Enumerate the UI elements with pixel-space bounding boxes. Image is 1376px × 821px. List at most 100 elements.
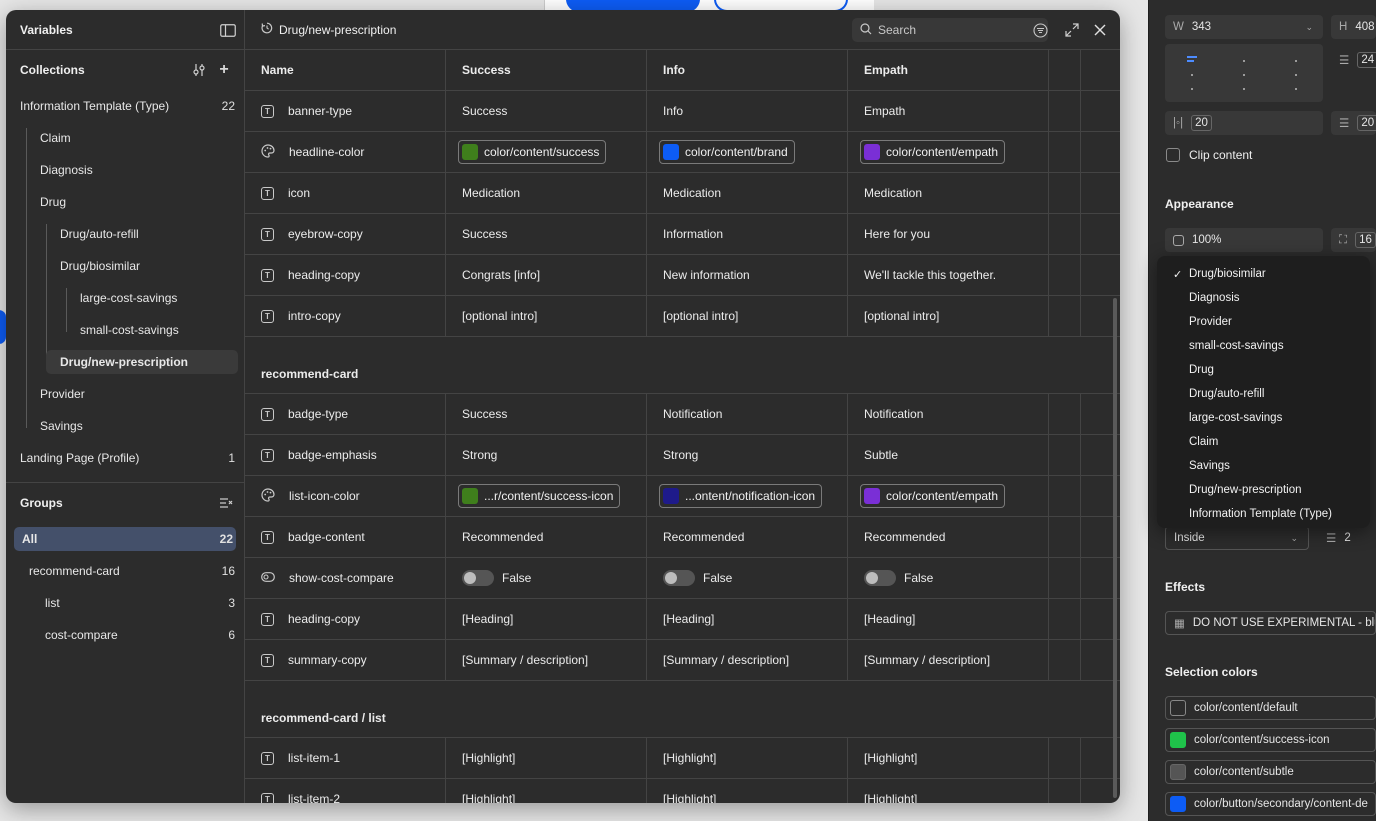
value-cell[interactable]: [Highlight]: [446, 779, 647, 803]
gap-field[interactable]: ☰ 24: [1331, 48, 1376, 72]
value-cell[interactable]: Empath: [848, 91, 1049, 131]
boolean-toggle[interactable]: [462, 570, 494, 586]
value-cell[interactable]: Notification: [647, 394, 848, 434]
menu-item-claim[interactable]: Claim: [1189, 436, 1219, 448]
group-recommend-card[interactable]: recommend-card 16: [29, 564, 235, 578]
value-cell[interactable]: [optional intro]: [446, 296, 647, 336]
stroke-position-select[interactable]: Inside ⌄: [1165, 526, 1309, 550]
value-cell[interactable]: Medication: [446, 173, 647, 213]
value-cell[interactable]: [Highlight]: [647, 738, 848, 778]
toggle-sidebar-icon[interactable]: [220, 23, 236, 37]
value-cell[interactable]: Notification: [848, 394, 1049, 434]
color-chip[interactable]: ...ontent/notification-icon: [659, 484, 823, 508]
column-header-name[interactable]: Name: [245, 50, 446, 90]
value-cell[interactable]: Strong: [647, 435, 848, 475]
value-cell[interactable]: We'll tackle this together.: [848, 255, 1049, 295]
alignment-grid[interactable]: [1165, 44, 1323, 102]
value-cell[interactable]: Success: [446, 394, 647, 434]
color-chip[interactable]: color/content/empath: [860, 140, 1006, 164]
value-cell[interactable]: [Summary / description]: [848, 640, 1049, 680]
collection-drug-auto-refill[interactable]: Drug/auto-refill: [60, 227, 139, 241]
column-header-empath[interactable]: Empath: [848, 50, 1049, 90]
value-cell[interactable]: Recommended: [446, 517, 647, 557]
collection-drug-new-prescription[interactable]: Drug/new-prescription: [60, 355, 189, 369]
collection-savings[interactable]: Savings: [40, 419, 83, 433]
group-cost-compare[interactable]: cost-compare 6: [45, 628, 235, 642]
value-cell[interactable]: Recommended: [848, 517, 1049, 557]
clip-content-checkbox[interactable]: [1166, 148, 1180, 162]
menu-item-information-template[interactable]: Information Template (Type): [1189, 508, 1332, 520]
group-sort-icon[interactable]: [218, 496, 234, 510]
boolean-toggle[interactable]: [663, 570, 695, 586]
value-cell[interactable]: Medication: [647, 173, 848, 213]
breadcrumb[interactable]: Drug/new-prescription: [279, 22, 397, 37]
value-cell[interactable]: [Heading]: [446, 599, 647, 639]
add-mode-column[interactable]: [1081, 50, 1120, 90]
value-cell[interactable]: Congrats [info]: [446, 255, 647, 295]
selection-color-item[interactable]: color/content/success-icon: [1165, 728, 1376, 752]
value-cell[interactable]: Medication: [848, 173, 1049, 213]
opacity-field[interactable]: 100%: [1165, 228, 1323, 252]
table-row[interactable]: headline-color color/content/success col…: [245, 132, 1120, 173]
value-cell[interactable]: [Highlight]: [848, 779, 1049, 803]
collection-information-template[interactable]: Information Template (Type) 22: [20, 99, 235, 113]
value-cell[interactable]: [Heading]: [647, 599, 848, 639]
value-cell[interactable]: [optional intro]: [647, 296, 848, 336]
selection-color-item[interactable]: color/button/secondary/content-de: [1165, 792, 1376, 816]
height-field[interactable]: H 408: [1331, 15, 1376, 39]
corner-radius-field[interactable]: ⛶ 16: [1331, 228, 1376, 252]
color-chip[interactable]: ...r/content/success-icon: [458, 484, 621, 508]
expand-icon[interactable]: [1064, 22, 1080, 38]
close-icon[interactable]: [1092, 22, 1108, 38]
add-collection-icon[interactable]: +: [219, 61, 229, 78]
color-chip[interactable]: color/content/success: [458, 140, 607, 164]
value-cell[interactable]: [Summary / description]: [446, 640, 647, 680]
collection-provider[interactable]: Provider: [40, 387, 85, 401]
value-cell[interactable]: [Highlight]: [647, 779, 848, 803]
selection-color-item[interactable]: color/content/subtle: [1165, 760, 1376, 784]
menu-item-small-cost-savings[interactable]: small-cost-savings: [1189, 340, 1284, 352]
stroke-weight-field[interactable]: ☰ 2: [1326, 532, 1351, 545]
value-cell[interactable]: Information: [647, 214, 848, 254]
collection-drug[interactable]: Drug: [40, 195, 67, 209]
collection-settings-icon[interactable]: [191, 62, 207, 78]
collection-drug-biosimilar[interactable]: Drug/biosimilar: [60, 259, 141, 273]
value-cell[interactable]: Subtle: [848, 435, 1049, 475]
column-header-info[interactable]: Info: [647, 50, 848, 90]
collection-landing-page[interactable]: Landing Page (Profile) 1: [20, 451, 235, 465]
table-row[interactable]: list-icon-color ...r/content/success-ico…: [245, 476, 1120, 517]
menu-item-drug-biosimilar[interactable]: ✓ Drug/biosimilar: [1173, 268, 1266, 281]
value-cell[interactable]: Success: [446, 214, 647, 254]
search-box[interactable]: [852, 18, 1048, 42]
table-row[interactable]: show-cost-compare False False False: [245, 558, 1120, 599]
table-scrollbar[interactable]: [1113, 298, 1117, 798]
color-chip[interactable]: color/content/brand: [659, 140, 795, 164]
menu-item-drug-new-prescription[interactable]: Drug/new-prescription: [1189, 484, 1302, 496]
vertical-padding-field[interactable]: ☰ 20: [1331, 111, 1376, 135]
collection-claim[interactable]: Claim: [40, 131, 71, 145]
value-cell[interactable]: Strong: [446, 435, 647, 475]
group-list[interactable]: list 3: [45, 596, 235, 610]
menu-item-savings[interactable]: Savings: [1189, 460, 1230, 472]
menu-item-large-cost-savings[interactable]: large-cost-savings: [1189, 412, 1283, 424]
menu-item-drug[interactable]: Drug: [1189, 364, 1214, 376]
selection-color-item[interactable]: color/content/default: [1165, 696, 1376, 720]
horizontal-padding-field[interactable]: |◦| 20: [1165, 111, 1323, 135]
value-cell[interactable]: [Highlight]: [446, 738, 647, 778]
value-cell[interactable]: [Highlight]: [848, 738, 1049, 778]
collection-small-cost-savings[interactable]: small-cost-savings: [80, 323, 179, 337]
boolean-toggle[interactable]: [864, 570, 896, 586]
collection-large-cost-savings[interactable]: large-cost-savings: [80, 291, 178, 305]
